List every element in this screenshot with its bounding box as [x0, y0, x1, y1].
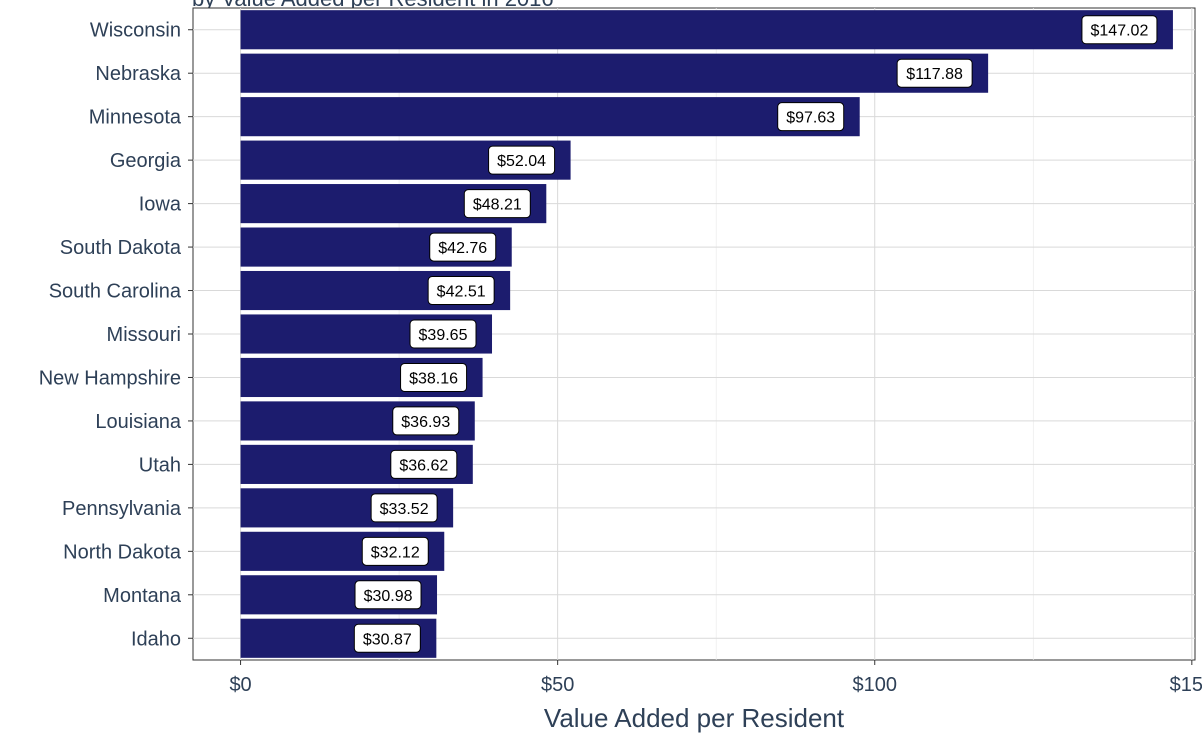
x-tick-label: $0	[229, 674, 251, 696]
data-label: $38.16	[400, 362, 468, 392]
x-axis-title: Value Added per Resident	[544, 703, 845, 733]
data-label-box	[361, 536, 429, 566]
data-label-box	[429, 232, 497, 262]
data-label-box	[390, 449, 458, 479]
category-label: Wisconsin	[90, 20, 181, 42]
category-label: Pennsylvania	[62, 498, 182, 520]
data-label: $36.62	[390, 449, 458, 479]
data-label-box	[392, 406, 460, 436]
data-label: $39.65	[409, 319, 477, 349]
data-label-text: $117.88	[906, 66, 963, 83]
category-label: New Hampshire	[39, 367, 181, 389]
category-label: Georgia	[110, 150, 182, 172]
data-label: $42.76	[429, 232, 497, 262]
category-axis: Wisconsin Nebraska Minnesota Georgia Iowa Sou…	[39, 20, 193, 650]
data-label-text: $39.65	[419, 327, 468, 344]
category-label: South Carolina	[49, 281, 182, 303]
category-label: Minnesota	[89, 107, 182, 129]
data-label-text: $30.87	[363, 631, 412, 648]
bar	[240, 53, 989, 93]
data-label: $30.87	[353, 623, 421, 653]
data-labels: $147.02 $117.88 $97.63 $52.04 $48.21 $42.76 $4…	[353, 15, 1158, 653]
data-label: $36.93	[392, 406, 460, 436]
value-axis: $0 $50 $100 $150	[229, 660, 1202, 696]
data-label: $30.98	[354, 580, 422, 610]
data-label-box	[1081, 15, 1158, 45]
data-label-text: $36.62	[399, 457, 448, 474]
bar	[240, 10, 1173, 50]
data-label-text: $30.98	[364, 588, 413, 605]
x-tick-label: $100	[852, 674, 897, 696]
data-label-box	[354, 580, 422, 610]
data-label-box	[463, 189, 531, 219]
data-label-text: $36.93	[401, 414, 450, 431]
data-label-text: $97.63	[786, 110, 835, 127]
data-label: $147.02	[1081, 15, 1158, 45]
data-label-box	[353, 623, 421, 653]
data-label-text: $38.16	[409, 370, 458, 387]
data-label-text: $32.12	[371, 544, 420, 561]
data-label: $97.63	[777, 102, 845, 132]
data-label-box	[370, 493, 438, 523]
category-label: South Dakota	[60, 237, 182, 259]
data-label-box	[777, 102, 845, 132]
category-label: Iowa	[139, 194, 182, 216]
data-label-text: $147.02	[1091, 23, 1149, 40]
data-label: $42.51	[427, 276, 495, 306]
data-label-text: $48.21	[473, 197, 522, 214]
data-label-text: $33.52	[380, 501, 429, 518]
data-label-box	[400, 362, 468, 392]
category-label: Missouri	[107, 324, 181, 346]
data-label-text: $42.76	[438, 240, 487, 257]
chart-subtitle: by Value Added per Resident in 2016	[192, 0, 554, 11]
category-label: Montana	[103, 585, 182, 607]
data-label-box	[409, 319, 477, 349]
data-label: $117.88	[896, 58, 973, 88]
category-label: Utah	[139, 454, 181, 476]
x-tick-label: $150	[1170, 674, 1202, 696]
data-label: $48.21	[463, 189, 531, 219]
data-label: $52.04	[488, 145, 556, 175]
category-label: Idaho	[131, 628, 181, 650]
data-label: $33.52	[370, 493, 438, 523]
x-tick-label: $50	[541, 674, 574, 696]
data-label-text: $52.04	[497, 153, 546, 170]
category-label: Louisiana	[95, 411, 182, 433]
category-label: Nebraska	[95, 63, 181, 85]
data-label-text: $42.51	[437, 284, 486, 301]
data-label-box	[488, 145, 556, 175]
data-label-box	[896, 58, 973, 88]
data-label: $32.12	[361, 536, 429, 566]
category-label: North Dakota	[63, 541, 182, 563]
data-label-box	[427, 276, 495, 306]
bar	[240, 97, 860, 137]
